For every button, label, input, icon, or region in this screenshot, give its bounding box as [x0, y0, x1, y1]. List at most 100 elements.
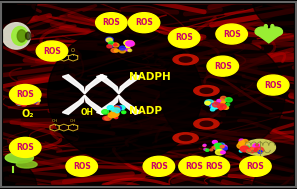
Circle shape	[239, 139, 244, 142]
Text: ROS: ROS	[186, 162, 203, 171]
Circle shape	[114, 43, 117, 45]
Circle shape	[105, 37, 113, 42]
Circle shape	[204, 148, 207, 150]
Ellipse shape	[179, 135, 192, 141]
Ellipse shape	[173, 133, 198, 143]
Circle shape	[221, 96, 226, 100]
Ellipse shape	[26, 32, 31, 40]
Circle shape	[215, 102, 220, 105]
Circle shape	[238, 141, 244, 145]
Circle shape	[222, 147, 227, 150]
Circle shape	[218, 104, 226, 109]
Circle shape	[211, 101, 217, 105]
Circle shape	[253, 144, 260, 148]
Ellipse shape	[5, 153, 33, 163]
Circle shape	[214, 143, 222, 148]
Circle shape	[203, 144, 206, 146]
Circle shape	[10, 84, 41, 105]
Polygon shape	[97, 75, 119, 94]
Circle shape	[10, 137, 41, 157]
Circle shape	[255, 147, 264, 153]
Text: ROS: ROS	[175, 33, 193, 42]
Ellipse shape	[200, 88, 213, 93]
Text: OH: OH	[51, 119, 58, 123]
Circle shape	[20, 99, 25, 101]
Circle shape	[241, 145, 249, 150]
Circle shape	[205, 101, 210, 105]
Polygon shape	[62, 95, 85, 114]
Text: ROS: ROS	[102, 18, 120, 27]
Circle shape	[34, 101, 37, 103]
Ellipse shape	[252, 0, 297, 33]
Ellipse shape	[244, 139, 275, 155]
Text: ROS: ROS	[150, 162, 168, 171]
Ellipse shape	[200, 121, 213, 126]
Circle shape	[215, 145, 218, 147]
Text: O₂: O₂	[22, 109, 34, 119]
Circle shape	[20, 93, 26, 96]
Circle shape	[107, 106, 114, 110]
Ellipse shape	[173, 54, 198, 65]
Text: ROS: ROS	[247, 162, 264, 171]
Polygon shape	[85, 95, 107, 114]
Circle shape	[128, 49, 132, 51]
Text: O₂⁻: O₂⁻	[74, 164, 87, 170]
Circle shape	[219, 143, 225, 147]
Circle shape	[34, 95, 37, 98]
Ellipse shape	[271, 25, 274, 28]
Circle shape	[214, 147, 218, 150]
Circle shape	[119, 105, 125, 110]
Circle shape	[207, 56, 238, 76]
Circle shape	[217, 99, 221, 102]
Circle shape	[211, 103, 219, 108]
Circle shape	[109, 41, 114, 45]
Circle shape	[255, 144, 258, 146]
Circle shape	[211, 108, 215, 111]
Circle shape	[210, 103, 218, 108]
Circle shape	[239, 150, 243, 152]
Circle shape	[66, 156, 97, 176]
Ellipse shape	[0, 156, 37, 189]
Circle shape	[126, 44, 130, 48]
Circle shape	[27, 93, 35, 98]
Circle shape	[24, 94, 27, 96]
Polygon shape	[97, 95, 119, 114]
Circle shape	[240, 146, 249, 152]
Text: ROS: ROS	[205, 162, 223, 171]
Circle shape	[128, 42, 135, 46]
Circle shape	[222, 145, 227, 149]
Text: ROS: ROS	[73, 162, 91, 171]
Circle shape	[268, 27, 282, 36]
Polygon shape	[85, 75, 107, 94]
Circle shape	[240, 156, 271, 176]
Circle shape	[143, 156, 175, 176]
Circle shape	[103, 116, 108, 120]
Circle shape	[28, 100, 31, 102]
Circle shape	[216, 24, 247, 44]
Circle shape	[205, 149, 209, 151]
Circle shape	[127, 41, 134, 45]
Text: O: O	[53, 48, 57, 53]
Circle shape	[203, 145, 206, 146]
Circle shape	[119, 46, 125, 50]
Ellipse shape	[252, 156, 297, 189]
Text: NADP: NADP	[129, 106, 162, 115]
Text: ROS: ROS	[135, 18, 153, 27]
Ellipse shape	[17, 30, 26, 42]
Circle shape	[218, 99, 225, 104]
Circle shape	[210, 149, 213, 151]
Circle shape	[96, 13, 127, 33]
Circle shape	[105, 116, 111, 120]
Circle shape	[198, 156, 230, 176]
Circle shape	[125, 48, 130, 51]
Circle shape	[126, 41, 134, 46]
Circle shape	[124, 41, 131, 45]
Circle shape	[223, 106, 229, 109]
Circle shape	[251, 148, 254, 149]
Circle shape	[258, 151, 262, 153]
Ellipse shape	[264, 25, 267, 28]
Circle shape	[257, 75, 289, 95]
Text: ROS: ROS	[16, 90, 34, 99]
Polygon shape	[62, 75, 85, 94]
Circle shape	[113, 106, 120, 110]
